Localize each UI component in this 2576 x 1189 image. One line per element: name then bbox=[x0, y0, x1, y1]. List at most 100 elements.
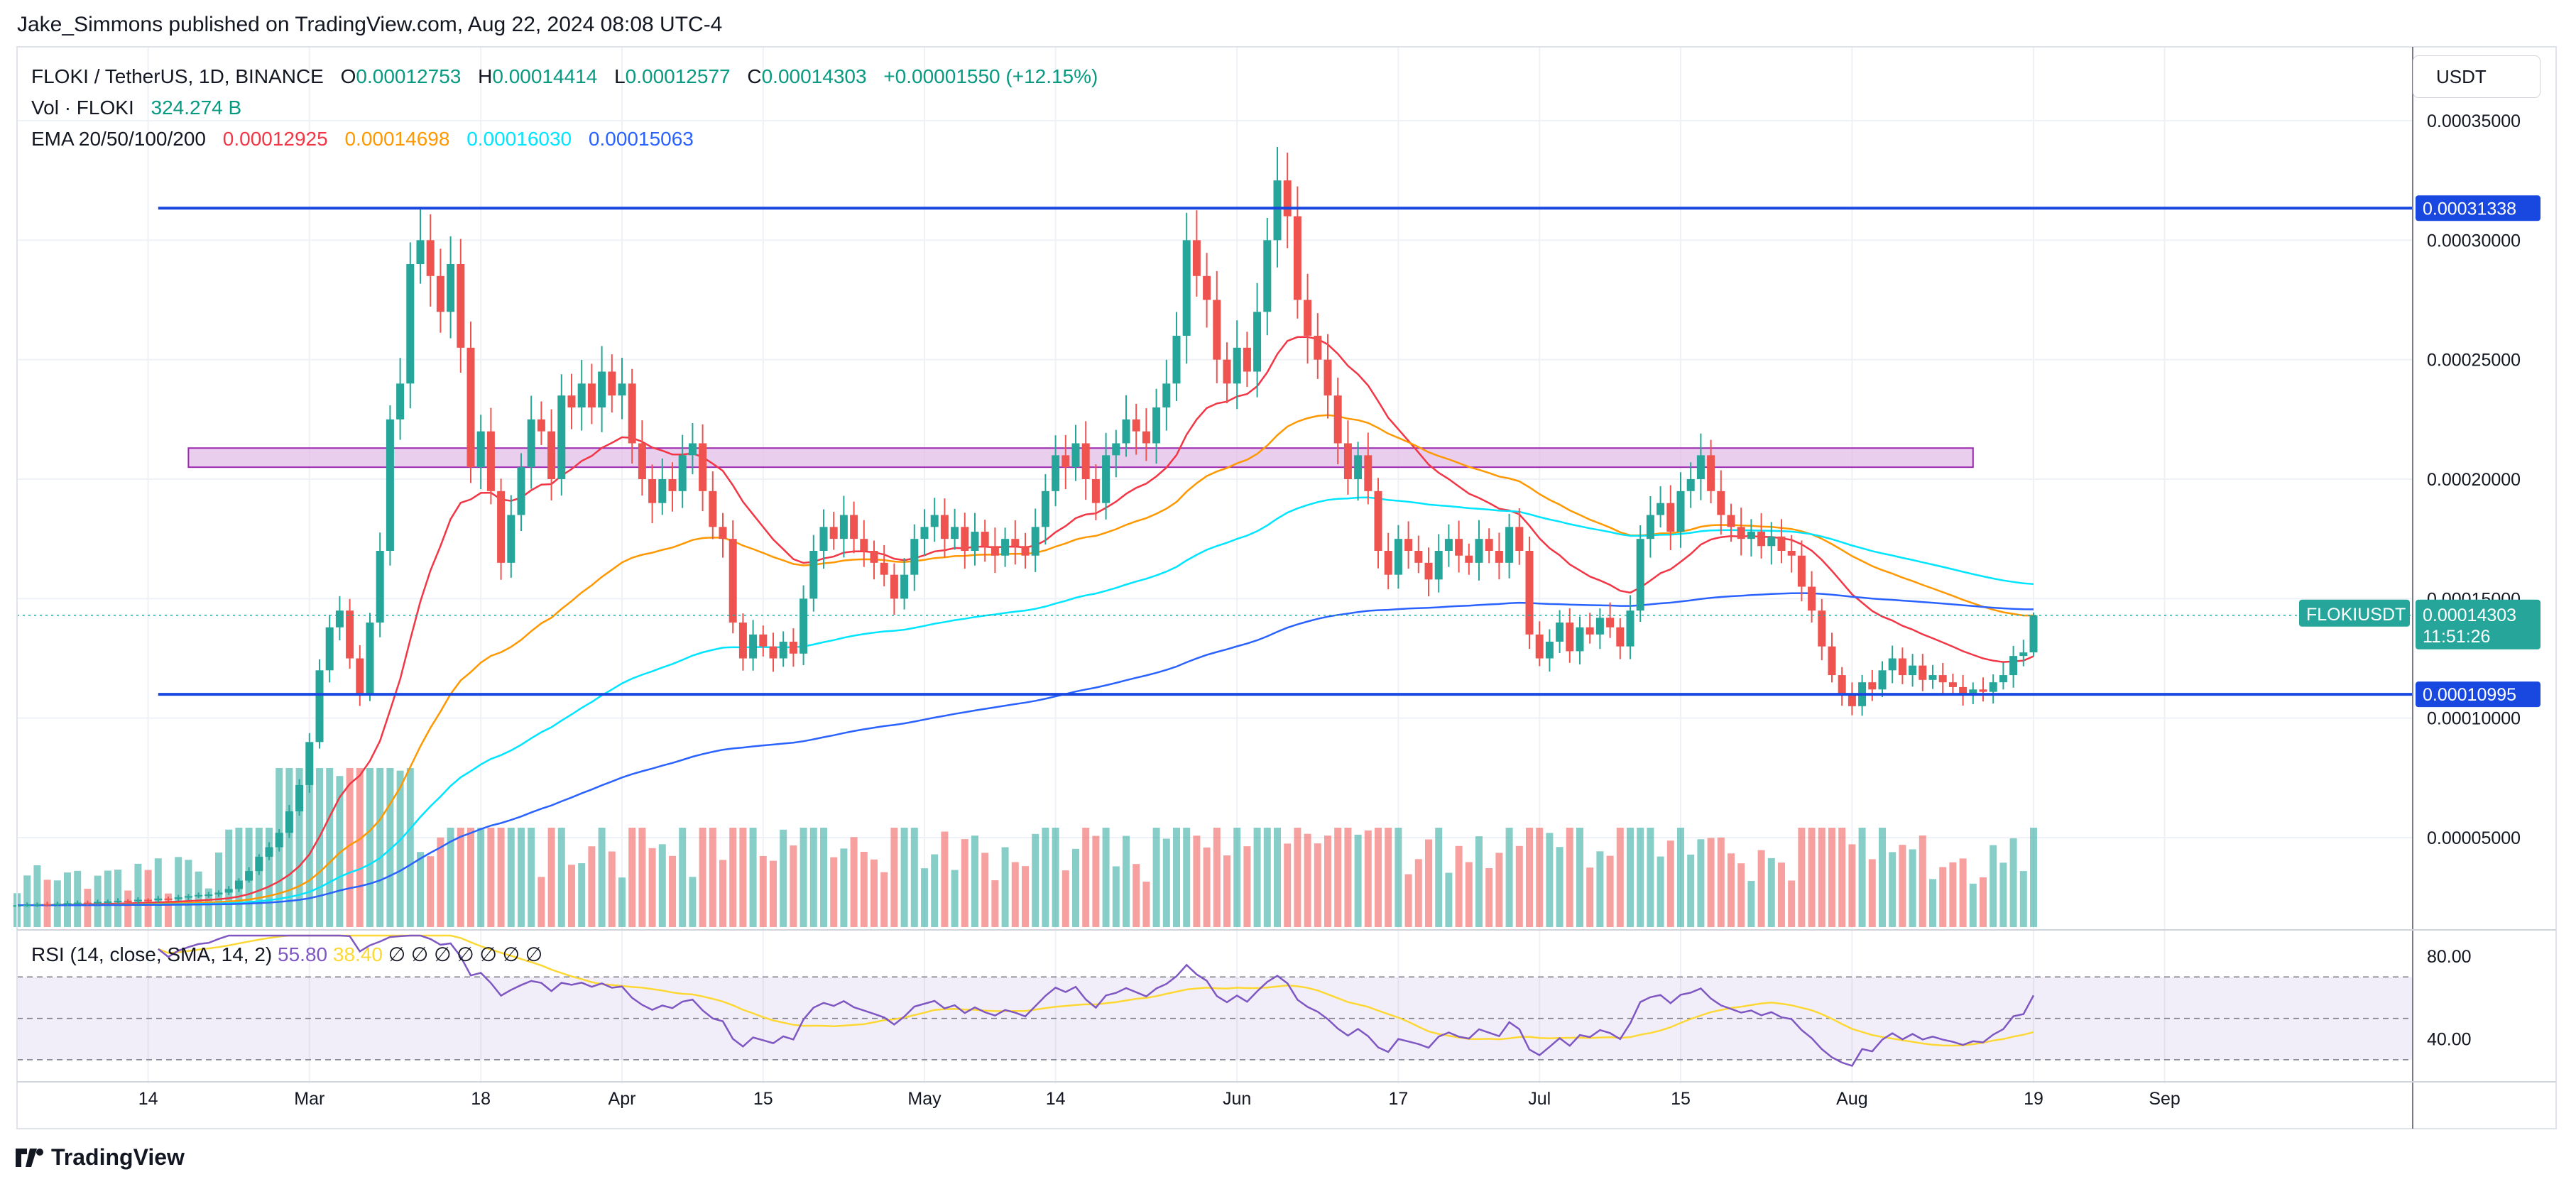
volume-bar-39 bbox=[406, 768, 414, 927]
candle-24 bbox=[255, 854, 263, 875]
volume-bar-86 bbox=[880, 872, 888, 927]
candle-body-99 bbox=[1011, 539, 1020, 547]
candle-body-30 bbox=[315, 670, 324, 743]
ema100-value: 0.00016030 bbox=[466, 128, 572, 150]
candle-52 bbox=[537, 401, 545, 446]
ema-label[interactable]: EMA 20/50/100/200 bbox=[31, 128, 206, 150]
volume-bar-178 bbox=[1808, 828, 1816, 927]
candle-55 bbox=[567, 373, 576, 429]
volume-bar-96 bbox=[981, 853, 989, 927]
x-axis-label-5: May bbox=[907, 1089, 942, 1109]
candle-body-63 bbox=[648, 479, 657, 503]
candle-body-111 bbox=[1132, 419, 1140, 432]
x-axis-label-8: 17 bbox=[1388, 1089, 1408, 1109]
candle-body-155 bbox=[1576, 627, 1584, 652]
volume-bar-84 bbox=[860, 852, 868, 927]
candle-body-78 bbox=[799, 598, 808, 654]
volume-bar-43 bbox=[447, 828, 454, 927]
candle-143 bbox=[1455, 520, 1463, 573]
volume-bar-168 bbox=[1707, 838, 1715, 927]
candle-body-140 bbox=[1424, 562, 1433, 580]
y-axis-label-3: 0.00020000 bbox=[2427, 470, 2521, 490]
candle-128 bbox=[1304, 273, 1312, 364]
candle-body-118 bbox=[1203, 275, 1211, 300]
volume-bar-172 bbox=[1747, 881, 1755, 927]
volume-bar-155 bbox=[1576, 828, 1583, 927]
symbol-tag-bg bbox=[2299, 599, 2410, 627]
candle-78 bbox=[799, 585, 808, 665]
candle-50 bbox=[517, 453, 525, 532]
volume-bar-54 bbox=[557, 828, 565, 927]
candle-146 bbox=[1485, 528, 1493, 564]
volume-bar-179 bbox=[1818, 828, 1825, 927]
currency-selector[interactable]: USDT bbox=[2413, 55, 2540, 98]
volume-bar-6 bbox=[74, 870, 82, 927]
candle-112 bbox=[1142, 408, 1150, 461]
candle-body-127 bbox=[1293, 216, 1301, 300]
candle-77 bbox=[789, 628, 797, 667]
volume-bar-22 bbox=[235, 828, 243, 927]
candles bbox=[13, 147, 2413, 909]
candle-body-121 bbox=[1233, 347, 1241, 384]
candle-body-128 bbox=[1304, 300, 1312, 336]
volume-bar-106 bbox=[1082, 828, 1090, 927]
candle-body-185 bbox=[1878, 670, 1887, 690]
candle-body-110 bbox=[1122, 419, 1130, 444]
volume-bar-124 bbox=[1263, 828, 1271, 927]
candle-body-45 bbox=[466, 347, 475, 468]
candle-body-131 bbox=[1333, 395, 1342, 444]
volume-bar-127 bbox=[1294, 828, 1301, 927]
candle-body-148 bbox=[1505, 527, 1514, 563]
volume-bar-81 bbox=[830, 857, 838, 927]
candle-body-68 bbox=[699, 443, 707, 491]
volume-bar-108 bbox=[1102, 828, 1110, 927]
candle-body-5 bbox=[63, 903, 72, 905]
candle-9 bbox=[104, 899, 112, 904]
volume-bar-87 bbox=[890, 828, 898, 927]
symbol-name[interactable]: FLOKI / TetherUS, 1D, BINANCE bbox=[31, 65, 324, 87]
volume-bar-188 bbox=[1909, 849, 1916, 927]
candle-197 bbox=[1999, 662, 2007, 690]
volume-bar-135 bbox=[1375, 828, 1382, 927]
candle-body-27 bbox=[285, 811, 293, 833]
candle-body-158 bbox=[1606, 618, 1615, 628]
candle-153 bbox=[1556, 610, 1564, 653]
volume-bar-36 bbox=[376, 768, 384, 927]
candle-body-4 bbox=[53, 903, 62, 905]
candle-44 bbox=[457, 239, 465, 373]
candle-30 bbox=[315, 659, 324, 749]
candle-73 bbox=[749, 620, 758, 671]
candle-166 bbox=[1686, 462, 1695, 508]
volume-bar-78 bbox=[799, 828, 807, 927]
volume-bar-148 bbox=[1505, 828, 1513, 927]
volume-bar-83 bbox=[850, 837, 858, 927]
candle-body-149 bbox=[1515, 527, 1524, 551]
candle-body-114 bbox=[1162, 383, 1171, 407]
candle-40 bbox=[416, 209, 425, 284]
resistance-tag: 0.00031338 bbox=[2416, 195, 2540, 221]
volume-label[interactable]: Vol · FLOKI bbox=[31, 97, 134, 119]
volume-bar-169 bbox=[1717, 837, 1725, 927]
support-tag-text: 0.00010995 bbox=[2423, 685, 2516, 705]
rsi-label[interactable]: RSI (14, close, SMA, 14, 2) bbox=[31, 943, 273, 965]
candle-182 bbox=[1848, 682, 1856, 716]
candle-32 bbox=[335, 596, 344, 641]
candle-98 bbox=[1001, 527, 1010, 567]
y-axis-label-1: 0.00030000 bbox=[2427, 231, 2521, 251]
candle-body-194 bbox=[1969, 689, 1977, 694]
candle-body-176 bbox=[1787, 551, 1796, 556]
resistance-tag-bg bbox=[2416, 195, 2540, 221]
candle-body-169 bbox=[1717, 491, 1725, 515]
volume-bar-161 bbox=[1637, 828, 1644, 927]
candle-103 bbox=[1052, 435, 1060, 507]
volume-bar-196 bbox=[1990, 845, 1997, 927]
candle-190 bbox=[1928, 664, 1937, 689]
candle-81 bbox=[829, 512, 838, 550]
tradingview-logo[interactable]: TradingView bbox=[16, 1144, 185, 1171]
x-axis-label-12: 19 bbox=[2024, 1089, 2043, 1109]
candle-body-122 bbox=[1243, 347, 1251, 372]
candle-79 bbox=[809, 535, 818, 612]
candle-body-151 bbox=[1535, 634, 1544, 659]
candle-body-16 bbox=[174, 897, 182, 899]
